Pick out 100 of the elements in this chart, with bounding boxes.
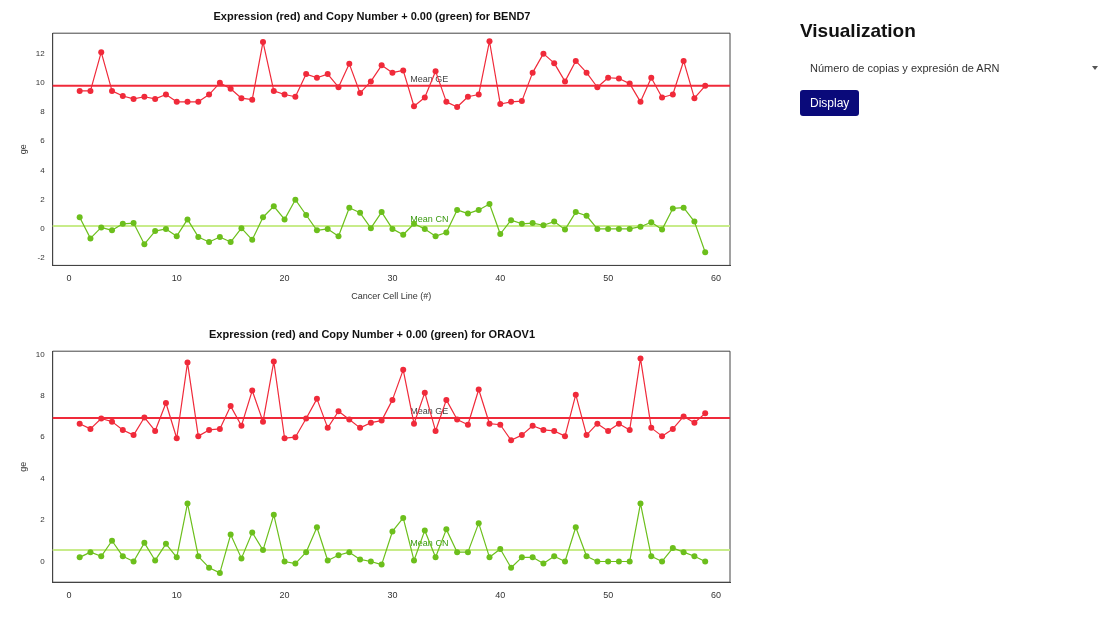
point [119,220,126,227]
point [583,553,590,560]
point [216,425,223,432]
point [648,74,655,81]
point [76,87,83,94]
point [691,553,698,560]
point [572,524,579,531]
point [260,38,267,45]
point [389,225,396,232]
point [324,225,331,232]
point [572,209,579,216]
point [497,231,504,237]
point [313,74,320,81]
point [76,420,83,427]
point [454,416,461,423]
point [335,84,342,91]
point [454,206,461,213]
point [594,84,601,91]
point [615,75,622,82]
point [583,432,590,439]
x-axis-title: Cancer Cell Line (#) [351,291,432,302]
point [357,209,364,216]
point [475,520,482,527]
point [173,435,180,442]
x-tick-label: 50 [603,273,614,284]
point [464,210,471,217]
chart-title: Expression (red) and Copy Number + 0.00 (green) for BEND7 [213,9,531,22]
point [540,50,547,57]
chart-title: Expression (red) and Copy Number + 0.00 (green) for ORAOV1 [208,327,536,340]
y-tick-label: 8 [40,107,46,117]
point [281,91,288,98]
point [152,95,159,102]
point [162,91,169,98]
point [508,98,515,105]
x-tick-label: 20 [279,590,290,601]
point [216,569,223,576]
point [432,68,439,75]
point [669,205,676,212]
point [389,69,396,76]
point [572,57,579,64]
point [572,391,579,398]
point [400,67,407,74]
point [227,85,234,92]
point [680,204,687,211]
point [486,38,493,45]
y-tick-label: 10 [35,78,46,88]
y-tick-label: 12 [35,48,46,58]
point [324,424,331,431]
point [551,427,558,434]
y-tick-label: 10 [35,349,46,359]
point [98,224,105,231]
point [260,214,267,221]
point [281,216,288,223]
point [626,558,633,565]
point [561,226,568,233]
point [357,90,364,97]
point [141,414,148,421]
point [637,98,644,105]
text: Visualization [800,20,917,42]
ref-line-label: Mean CN [410,213,449,224]
point [648,553,655,560]
point [486,554,493,561]
point [529,220,536,227]
point [152,557,159,564]
point [637,223,644,230]
point [378,62,385,69]
point [173,233,180,240]
point [561,78,568,85]
point [680,57,687,64]
point [87,425,94,432]
point [195,98,202,105]
point [249,529,256,536]
x-tick-label: 0 [66,590,72,601]
point [626,225,633,232]
point [497,101,504,108]
point [529,422,536,429]
point [486,201,493,208]
point [648,424,655,431]
point [659,94,666,101]
point [615,558,622,565]
x-tick-label: 50 [603,590,614,601]
point [324,557,331,564]
point [378,209,385,216]
point [367,558,374,565]
point [421,225,428,232]
text: Número de copias y expresión de ARN [809,61,1001,76]
y-tick-label: 6 [40,136,46,146]
point [270,203,277,210]
point [540,560,547,567]
point [486,420,493,427]
point [680,549,687,556]
point [518,98,525,105]
point [702,82,709,89]
point [561,558,568,565]
point [475,386,482,393]
y-tick-label: 2 [40,515,46,525]
point [605,558,612,565]
point [335,233,342,240]
point [76,554,83,561]
point [432,233,439,240]
